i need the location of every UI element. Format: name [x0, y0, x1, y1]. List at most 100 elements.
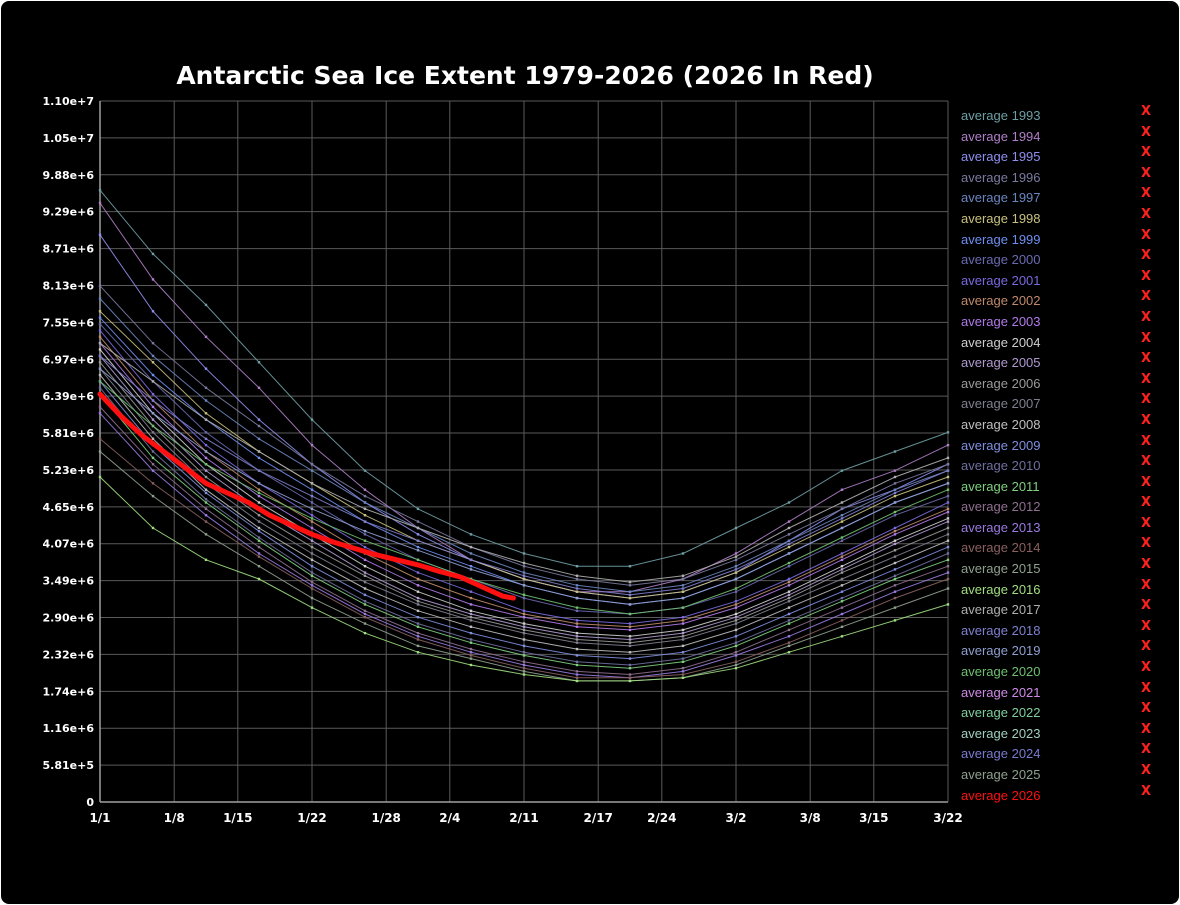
remove-series-button[interactable]: X: [1141, 742, 1152, 758]
series-point: [257, 555, 261, 558]
remove-series-button[interactable]: X: [1141, 433, 1152, 449]
series-point: [363, 600, 367, 603]
series-point: [204, 533, 208, 536]
series-point: [469, 615, 473, 619]
remove-series-button[interactable]: X: [1141, 474, 1152, 490]
series-point: [310, 606, 314, 609]
series-point: [681, 638, 685, 641]
remove-series-button[interactable]: X: [1141, 289, 1152, 305]
series-point: [98, 361, 102, 364]
remove-series-button[interactable]: X: [1141, 330, 1152, 346]
series-point: [204, 399, 208, 402]
legend-entry: average 2007 X: [961, 392, 1161, 414]
series-point: [840, 552, 844, 555]
remove-series-button[interactable]: X: [1141, 783, 1152, 799]
remove-series-button[interactable]: X: [1141, 392, 1152, 408]
series-point: [681, 587, 685, 590]
remove-series-button[interactable]: X: [1141, 536, 1152, 552]
series-point: [310, 571, 314, 574]
series-point: [787, 619, 791, 622]
remove-series-button[interactable]: X: [1141, 412, 1152, 428]
remove-series-button[interactable]: X: [1141, 248, 1152, 264]
legend-label: average 1996: [961, 169, 1041, 185]
series-point: [416, 571, 420, 574]
series-point: [257, 520, 261, 523]
series-point: [151, 424, 155, 428]
chart-title: Antarctic Sea Ice Extent 1979-2026 (2026…: [176, 61, 874, 90]
series-point: [98, 297, 102, 300]
series-point: [363, 622, 367, 625]
remove-series-button[interactable]: X: [1141, 618, 1152, 634]
series-point: [946, 520, 950, 523]
remove-series-button[interactable]: X: [1141, 598, 1152, 614]
remove-series-button[interactable]: X: [1141, 268, 1152, 284]
x-tick-label: 2/24: [647, 811, 676, 825]
series-point: [575, 660, 579, 663]
series-point: [522, 612, 526, 616]
y-tick-label: 6.39e+6: [43, 390, 95, 403]
remove-series-button[interactable]: X: [1141, 515, 1152, 531]
series-point: [363, 574, 367, 577]
series-point: [416, 507, 420, 511]
series-point: [363, 603, 367, 606]
series-point: [204, 450, 208, 453]
series-point: [681, 574, 685, 577]
remove-series-button[interactable]: X: [1141, 371, 1152, 387]
series-point: [363, 494, 367, 498]
remove-series-button[interactable]: X: [1141, 165, 1152, 181]
series-point: [628, 638, 632, 641]
legend-label: average 2016: [961, 581, 1041, 597]
series-point: [204, 431, 208, 434]
series-point: [946, 482, 950, 485]
legend-label: average 1999: [961, 231, 1041, 247]
series-point: [469, 558, 473, 562]
legend-label: average 2017: [961, 602, 1041, 618]
series-point: [310, 494, 314, 498]
series-point: [363, 520, 367, 523]
series-point: [681, 644, 685, 648]
series-point: [522, 596, 526, 600]
remove-series-button[interactable]: X: [1141, 309, 1152, 325]
legend-label: average 1995: [961, 149, 1041, 165]
series-point: [840, 520, 844, 523]
series-point: [681, 676, 685, 679]
remove-series-button[interactable]: X: [1141, 495, 1152, 511]
remove-series-button[interactable]: X: [1141, 763, 1152, 778]
remove-series-button[interactable]: X: [1141, 206, 1152, 222]
series-point: [151, 373, 155, 377]
series-point: [787, 635, 791, 638]
remove-series-button[interactable]: X: [1141, 351, 1152, 367]
series-point: [522, 584, 526, 587]
series-point: [893, 529, 897, 533]
remove-series-button[interactable]: X: [1141, 701, 1152, 717]
remove-series-button[interactable]: X: [1141, 227, 1152, 243]
series-point: [681, 552, 685, 555]
y-tick-label: 2.90e+6: [43, 612, 95, 625]
series-point: [204, 437, 208, 440]
series-point: [787, 561, 791, 565]
remove-series-button[interactable]: X: [1141, 454, 1152, 470]
series-point: [893, 514, 897, 517]
y-tick-label: 2.32e+6: [43, 648, 95, 661]
series-point: [416, 558, 420, 562]
remove-series-button[interactable]: X: [1141, 577, 1152, 593]
series-point: [840, 612, 844, 616]
series-point: [946, 587, 950, 590]
remove-series-button[interactable]: X: [1141, 660, 1152, 676]
remove-series-button[interactable]: X: [1141, 680, 1152, 696]
legend-entry: average 2022 X: [961, 701, 1161, 723]
series-point: [310, 596, 314, 600]
series-point: [946, 603, 950, 606]
remove-series-button[interactable]: X: [1141, 557, 1152, 573]
remove-series-button[interactable]: X: [1141, 145, 1152, 161]
remove-series-button[interactable]: X: [1141, 186, 1152, 202]
remove-series-button[interactable]: X: [1141, 124, 1152, 140]
series-point: [98, 322, 102, 326]
remove-series-button[interactable]: X: [1141, 721, 1152, 737]
remove-series-button[interactable]: X: [1141, 639, 1152, 655]
remove-series-button[interactable]: X: [1141, 104, 1152, 119]
series-point: [840, 514, 844, 517]
series-point: [98, 284, 102, 288]
series-point: [681, 657, 685, 660]
series-point: [151, 431, 155, 434]
